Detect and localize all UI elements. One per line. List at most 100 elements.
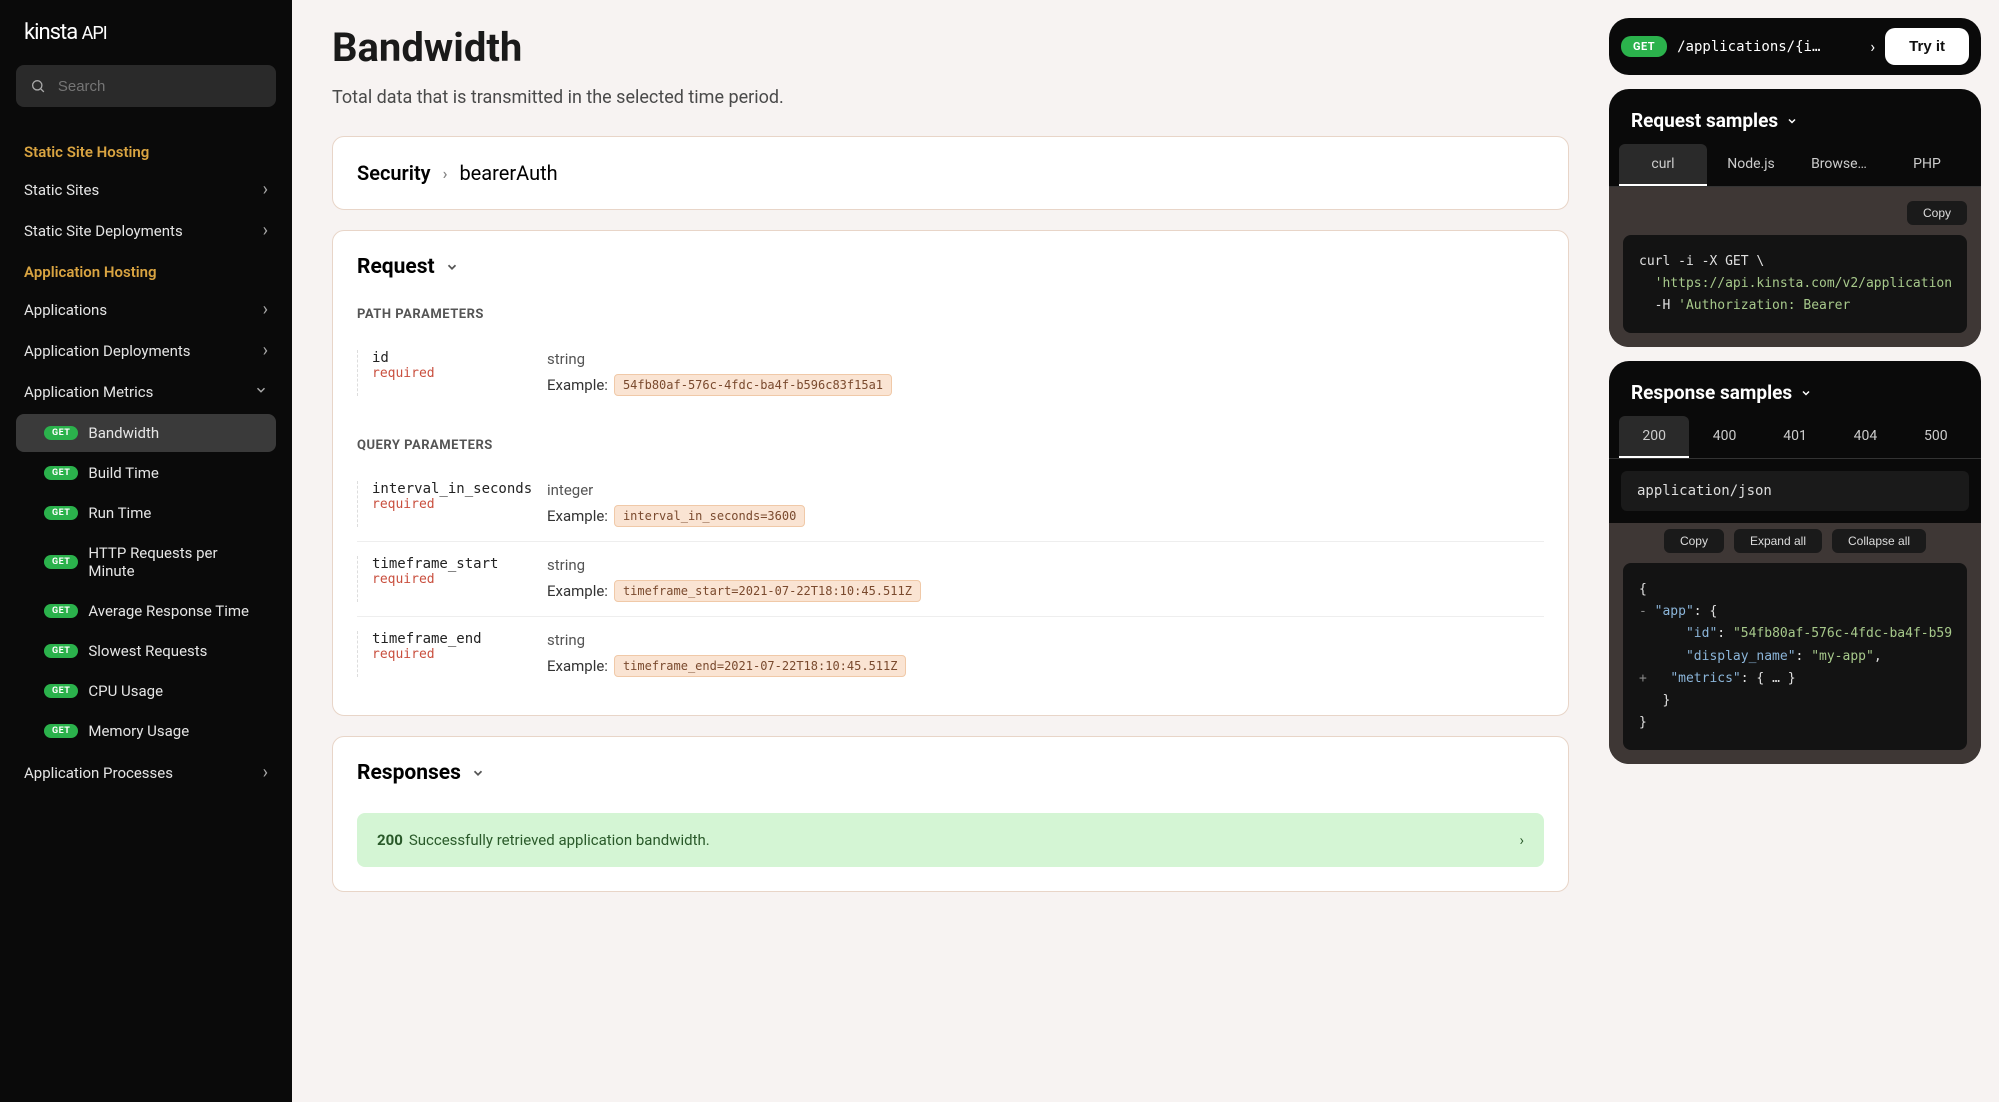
example-label: Example: bbox=[547, 507, 608, 525]
param-name: timeframe_end bbox=[372, 631, 547, 647]
response-200[interactable]: 200Successfully retrieved application ba… bbox=[357, 813, 1544, 867]
responses-card: Responses 200Successfully retrieved appl… bbox=[332, 736, 1569, 892]
subnav-item-label: Bandwidth bbox=[88, 424, 159, 442]
method-badge: GET bbox=[44, 644, 78, 658]
example-label: Example: bbox=[547, 582, 608, 600]
nav-item-label: Static Sites bbox=[24, 181, 99, 199]
param-type: string bbox=[547, 350, 1544, 368]
subnav-item[interactable]: GET HTTP Requests per Minute bbox=[16, 534, 276, 590]
subnav-item[interactable]: GET Memory Usage bbox=[16, 712, 276, 750]
tab[interactable]: 200 bbox=[1619, 416, 1689, 458]
chevron-down-icon bbox=[445, 260, 459, 274]
brand-name: kinsta bbox=[24, 20, 77, 45]
method-badge: GET bbox=[44, 555, 78, 569]
response-sample-tabs: 200400401404500 bbox=[1609, 416, 1981, 459]
search-box[interactable] bbox=[16, 65, 276, 107]
param-row: id required string Example: 54fb80af-576… bbox=[357, 336, 1544, 410]
nav-item[interactable]: Applications› bbox=[0, 289, 292, 330]
security-scheme: bearerAuth bbox=[459, 161, 557, 185]
try-it-bar: GET /applications/{i… › Try it bbox=[1609, 18, 1981, 75]
param-name: timeframe_start bbox=[372, 556, 547, 572]
tab[interactable]: 500 bbox=[1901, 416, 1971, 458]
subnav-item[interactable]: GETBandwidth bbox=[16, 414, 276, 452]
param-required: required bbox=[372, 647, 547, 662]
subnav-item-label: HTTP Requests per Minute bbox=[88, 544, 260, 580]
tab[interactable]: PHP bbox=[1883, 144, 1971, 186]
response-code-block: { - "app": { "id": "54fb80af-576c-4fdc-b… bbox=[1623, 563, 1967, 750]
collapse-all-button[interactable]: Collapse all bbox=[1832, 529, 1926, 553]
request-sample-tabs: curlNode.jsBrowse…PHP bbox=[1609, 144, 1981, 187]
subnav-item[interactable]: GET Run Time bbox=[16, 494, 276, 532]
nav-item[interactable]: Application Deployments› bbox=[0, 330, 292, 371]
response-text: Successfully retrieved application bandw… bbox=[409, 831, 710, 849]
nav-section-title: Application Hosting bbox=[0, 251, 292, 289]
request-samples-title[interactable]: Request samples bbox=[1609, 89, 1981, 144]
param-required: required bbox=[372, 572, 547, 587]
chevron-right-icon: › bbox=[443, 164, 448, 183]
path-params-label: PATH PARAMETERS bbox=[357, 307, 1544, 322]
subnav-item[interactable]: GET Average Response Time bbox=[16, 592, 276, 630]
method-badge: GET bbox=[1621, 36, 1667, 57]
response-samples-panel: Response samples 200400401404500 applica… bbox=[1609, 361, 1981, 764]
example-value: timeframe_start=2021-07-22T18:10:45.511Z bbox=[614, 580, 921, 602]
nav-item-label: Application Processes bbox=[24, 764, 173, 782]
response-samples-title[interactable]: Response samples bbox=[1609, 361, 1981, 416]
param-row: interval_in_seconds required integer Exa… bbox=[357, 467, 1544, 542]
nav-item[interactable]: Static Sites › bbox=[0, 169, 292, 210]
example-value: timeframe_end=2021-07-22T18:10:45.511Z bbox=[614, 655, 907, 677]
subnav-item-label: Run Time bbox=[88, 504, 151, 522]
content-type: application/json bbox=[1621, 471, 1969, 511]
method-badge: GET bbox=[44, 724, 78, 738]
subnav-item[interactable]: GETSlowest Requests bbox=[16, 632, 276, 670]
tab[interactable]: 404 bbox=[1830, 416, 1900, 458]
nav-item-label: Static Site Deployments bbox=[24, 222, 183, 240]
nav-item-label: Applications bbox=[24, 301, 107, 319]
sidebar: kinsta API Static Site HostingStatic Sit… bbox=[0, 0, 292, 1102]
tab[interactable]: 400 bbox=[1689, 416, 1759, 458]
tab[interactable]: 401 bbox=[1760, 416, 1830, 458]
security-label: Security bbox=[357, 161, 431, 185]
chevron-down-icon bbox=[254, 381, 268, 402]
subnav-item-label: Build Time bbox=[88, 464, 159, 482]
nav-item-label: Application Metrics bbox=[24, 383, 153, 401]
nav-item[interactable]: Static Site Deployments › bbox=[0, 210, 292, 251]
subnav-item-label: CPU Usage bbox=[88, 682, 163, 700]
tab[interactable]: curl bbox=[1619, 144, 1707, 186]
example-label: Example: bbox=[547, 657, 608, 675]
method-badge: GET bbox=[44, 506, 78, 520]
nav-item[interactable]: Application Processes › bbox=[0, 752, 292, 793]
query-params-label: QUERY PARAMETERS bbox=[357, 438, 1544, 453]
param-type: string bbox=[547, 556, 1544, 574]
nav-item[interactable]: Application Metrics bbox=[0, 371, 292, 412]
method-badge: GET bbox=[44, 684, 78, 698]
request-title[interactable]: Request bbox=[357, 255, 1544, 279]
chevron-right-icon: › bbox=[263, 220, 268, 241]
subnav-item[interactable]: GET CPU Usage bbox=[16, 672, 276, 710]
method-badge: GET bbox=[44, 604, 78, 618]
search-icon bbox=[30, 77, 46, 95]
chevron-right-icon: › bbox=[263, 762, 268, 783]
page-title: Bandwidth bbox=[332, 24, 1569, 71]
param-type: string bbox=[547, 631, 1544, 649]
chevron-down-icon bbox=[1800, 387, 1812, 399]
param-required: required bbox=[372, 366, 547, 381]
copy-button[interactable]: Copy bbox=[1907, 201, 1967, 225]
request-code-block: curl -i -X GET \ 'https://api.kinsta.com… bbox=[1623, 235, 1967, 333]
tab[interactable]: Node.js bbox=[1707, 144, 1795, 186]
search-input[interactable] bbox=[58, 78, 262, 95]
expand-all-button[interactable]: Expand all bbox=[1734, 529, 1822, 553]
chevron-right-icon: › bbox=[263, 179, 268, 200]
subnav-item[interactable]: GETBuild Time bbox=[16, 454, 276, 492]
try-it-button[interactable]: Try it bbox=[1885, 28, 1969, 65]
nav-item-label: Application Deployments bbox=[24, 342, 191, 360]
aside-panel: GET /applications/{i… › Try it Request s… bbox=[1609, 0, 1999, 1102]
param-required: required bbox=[372, 497, 547, 512]
chevron-right-icon: › bbox=[1519, 831, 1524, 849]
copy-button[interactable]: Copy bbox=[1664, 529, 1724, 553]
endpoint-path: /applications/{i… bbox=[1677, 39, 1860, 55]
responses-title[interactable]: Responses bbox=[357, 761, 1544, 785]
param-name: id bbox=[372, 350, 547, 366]
tab[interactable]: Browse… bbox=[1795, 144, 1883, 186]
subnav-item-label: Memory Usage bbox=[88, 722, 189, 740]
subnav-item-label: Average Response Time bbox=[88, 602, 249, 620]
